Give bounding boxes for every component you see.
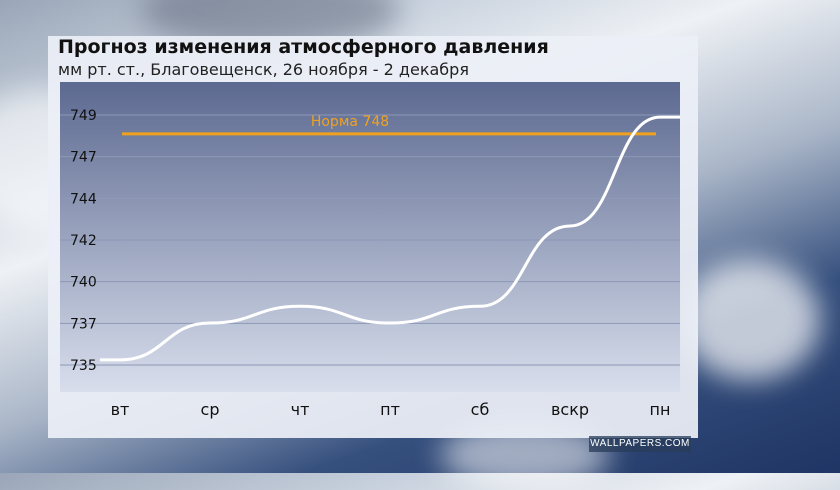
x-tick-label: сб <box>471 400 490 419</box>
grid <box>60 114 680 366</box>
chart-title: Прогноз изменения атмосферного давления <box>58 36 549 58</box>
x-tick-label: пт <box>380 400 400 419</box>
y-tick-label: 737 <box>70 316 97 332</box>
pressure-series-line <box>100 115 680 362</box>
y-tick-label: 744 <box>70 191 97 207</box>
cloud <box>680 260 820 380</box>
chart-subtitle: мм рт. ст., Благовещенск, 26 ноября - 2 … <box>58 60 469 79</box>
y-tick-label: 735 <box>70 358 97 374</box>
line-chart: 735 737 740 742 744 747 749 вт ср чт пт сб вскр пн Н… <box>60 82 680 419</box>
x-tick-label: чт <box>291 400 310 419</box>
x-tick-label: вт <box>111 400 130 419</box>
y-tick-label: 742 <box>70 233 97 249</box>
reference-line-group: Норма 748 <box>122 114 656 136</box>
watermark-label: WALLPAPERS.COM <box>589 436 691 452</box>
y-tick-label: 749 <box>70 108 97 124</box>
y-axis-ticks: 735 737 740 742 744 747 749 <box>70 108 97 374</box>
y-tick-label: 740 <box>70 275 97 291</box>
x-tick-label: вскр <box>551 400 589 419</box>
y-tick-label: 747 <box>70 150 97 166</box>
x-tick-label: пн <box>650 400 671 419</box>
x-axis-ticks: вт ср чт пт сб вскр пн <box>111 400 671 419</box>
reference-line-label: Норма 748 <box>311 114 389 130</box>
x-tick-label: ср <box>201 400 220 419</box>
